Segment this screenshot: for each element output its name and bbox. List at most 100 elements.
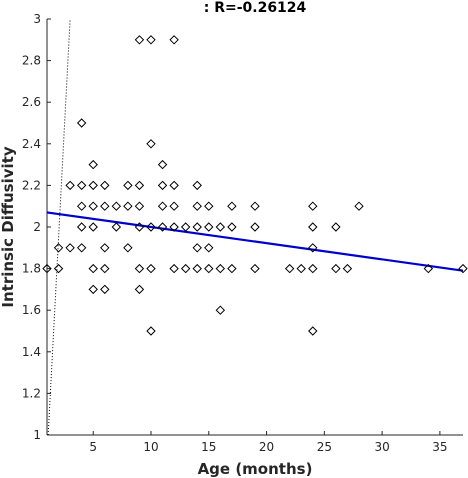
y-ticks: 1 1.2 1.4 1.6 1.8 2 2.2 2.4 2.6 2.8 3 [22,12,51,442]
data-point [134,201,145,211]
data-point [308,326,318,336]
data-point [250,263,260,274]
y-tick-label: 1.4 [22,345,41,359]
data-point [250,222,260,232]
y-tick-label: 1.6 [22,303,41,317]
data-point [157,201,168,211]
y-axis-label: Intrinsic Diffusivity [0,146,17,307]
data-point [146,222,156,232]
data-point [354,201,364,211]
data-point [331,263,341,274]
data-point [296,263,306,274]
data-point [204,243,214,253]
data-points [42,35,468,336]
y-tick-label: 2.2 [22,178,41,192]
data-point [88,263,98,274]
data-point [76,180,87,191]
y-tick-label: 2 [33,220,41,234]
data-point [423,263,434,274]
data-point [192,180,202,191]
data-point [123,243,133,253]
data-point [65,180,75,191]
plot-area [46,19,463,436]
data-point [192,243,202,253]
y-tick-label: 1.8 [22,262,41,276]
data-point [192,263,202,274]
data-point [88,159,98,170]
reference-line [47,18,71,436]
x-tick-label: 5 [89,440,97,454]
data-point [111,222,122,232]
data-point [100,284,110,295]
data-point [65,243,75,253]
x-tick-label: 15 [201,440,216,454]
x-axis-label: Age (months) [198,460,313,478]
data-point [134,180,145,191]
data-point [134,35,145,45]
data-point [76,118,87,128]
data-point [88,222,98,232]
x-tick-label: 25 [317,440,332,454]
x-tick-label: 30 [374,440,389,454]
data-point [76,243,87,253]
data-point [100,263,110,274]
data-point [100,201,110,211]
data-point [342,263,353,274]
data-point [215,222,226,232]
data-point [250,201,260,211]
x-tick-label: 10 [143,440,158,454]
data-point [134,222,145,232]
data-point [100,243,110,253]
data-point [100,180,110,191]
data-point [169,201,179,211]
data-point [192,222,202,232]
y-tick-label: 2.4 [22,137,41,151]
regression-line [46,211,464,272]
data-point [308,243,318,253]
data-point [146,326,156,336]
data-point [157,159,168,170]
data-point [169,180,179,191]
y-tick-label: 1 [33,428,41,442]
data-point [123,180,133,191]
data-point [180,263,191,274]
data-point [308,222,318,232]
data-point [111,201,122,211]
data-point [331,222,341,232]
data-point [76,201,87,211]
fit-line [46,211,464,272]
data-point [284,263,295,274]
data-point [308,201,318,211]
data-point [42,263,52,274]
x-tick-label: 20 [259,440,274,454]
x-tick-label: 35 [432,440,447,454]
data-point [308,263,318,274]
data-point [88,201,98,211]
data-point [204,201,214,211]
data-point [146,263,156,274]
y-tick-label: 2.6 [22,95,41,109]
data-point [180,222,191,232]
data-point [88,284,98,295]
data-point [134,263,145,274]
data-point [169,35,179,45]
x-ticks: 5 10 15 20 25 30 35 [89,431,448,454]
y-tick-label: 1.2 [22,386,41,400]
y-tick-label: 3 [33,12,41,26]
data-point [53,243,64,253]
data-point [169,263,179,274]
data-point [204,222,214,232]
data-point [227,263,237,274]
data-point [227,222,237,232]
data-point [192,201,202,211]
data-point [227,201,237,211]
data-point [146,139,156,149]
data-point [169,222,179,232]
data-point [458,263,468,274]
reference-line-segment [47,18,71,436]
data-point [215,305,226,315]
data-point [88,180,98,191]
data-point [157,180,168,191]
data-point [123,201,133,211]
